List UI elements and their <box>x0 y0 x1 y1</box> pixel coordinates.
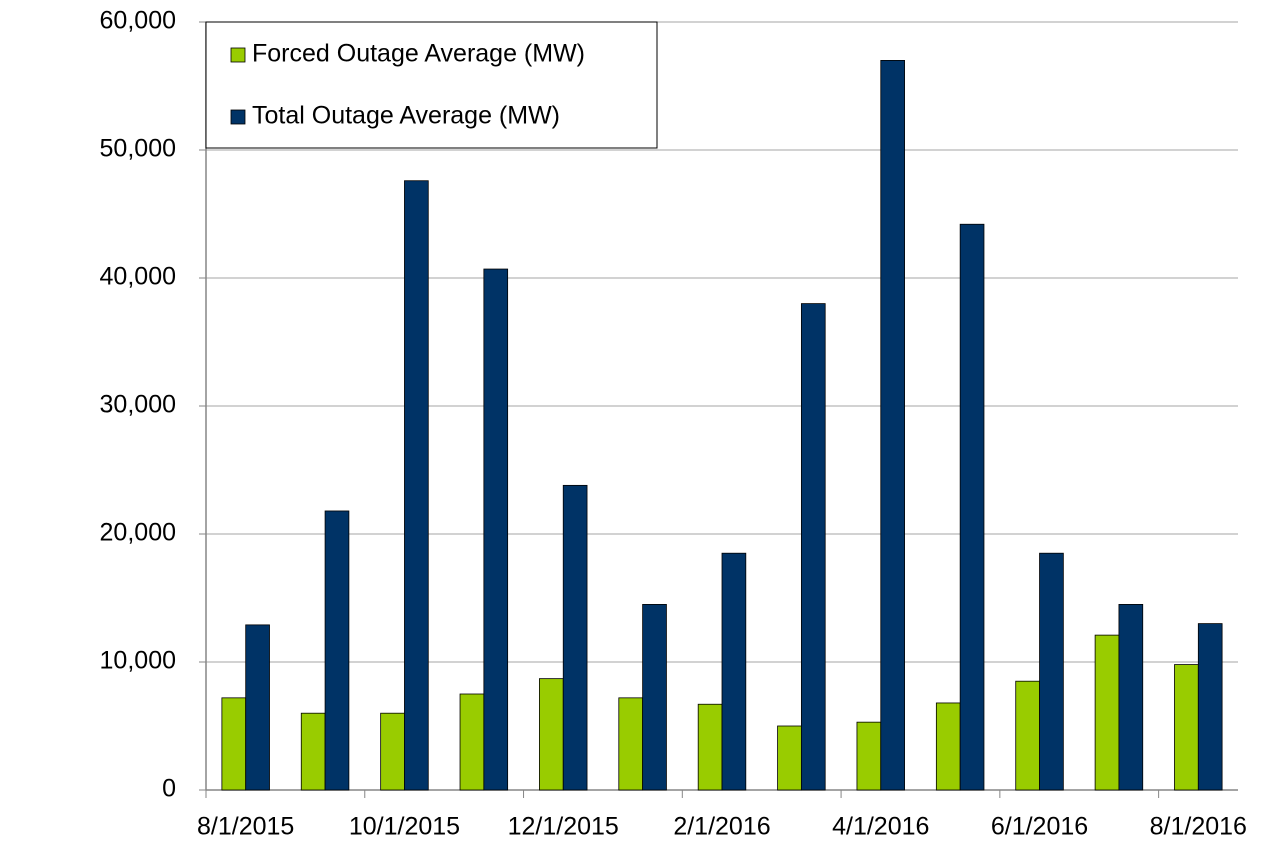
bar <box>618 697 644 791</box>
legend-swatch <box>230 47 246 63</box>
bar <box>483 268 509 791</box>
bar <box>1015 680 1040 791</box>
x-tick-label: 10/1/2015 <box>349 813 460 841</box>
bar <box>959 223 985 791</box>
bar <box>935 702 961 791</box>
bar <box>459 693 485 791</box>
x-tick-label: 12/1/2015 <box>508 813 619 841</box>
y-tick-label: 0 <box>162 775 176 803</box>
bar <box>562 484 588 791</box>
bar <box>245 624 270 791</box>
bar <box>777 725 802 791</box>
legend-swatch <box>230 109 246 125</box>
y-tick-label: 60,000 <box>100 7 176 35</box>
bar <box>856 721 882 791</box>
bar <box>404 180 429 791</box>
y-tick-label: 20,000 <box>100 519 176 547</box>
y-tick-label: 30,000 <box>100 391 176 419</box>
bar <box>380 712 405 791</box>
bar <box>642 604 667 791</box>
x-tick-label: 4/1/2016 <box>832 813 929 841</box>
x-tick-label: 8/1/2015 <box>197 813 294 841</box>
y-tick-label: 50,000 <box>100 135 176 163</box>
bar <box>300 712 326 791</box>
bar <box>697 703 723 791</box>
bar <box>324 510 350 791</box>
bar <box>1094 634 1120 791</box>
legend-label: Total Outage Average (MW) <box>252 102 560 130</box>
bar <box>221 697 247 791</box>
x-tick-label: 8/1/2016 <box>1150 813 1247 841</box>
bar <box>880 60 905 791</box>
x-tick-label: 2/1/2016 <box>673 813 770 841</box>
legend-label: Forced Outage Average (MW) <box>252 40 585 68</box>
bar <box>1197 623 1223 791</box>
x-tick-label: 6/1/2016 <box>991 813 1088 841</box>
y-tick-label: 40,000 <box>100 263 176 291</box>
bar <box>721 552 747 791</box>
bar <box>1174 664 1199 791</box>
bar <box>800 303 826 791</box>
y-tick-label: 10,000 <box>100 647 176 675</box>
bar <box>539 678 564 791</box>
bar <box>1039 552 1064 791</box>
bar <box>1118 604 1144 791</box>
legend-box <box>205 21 658 149</box>
